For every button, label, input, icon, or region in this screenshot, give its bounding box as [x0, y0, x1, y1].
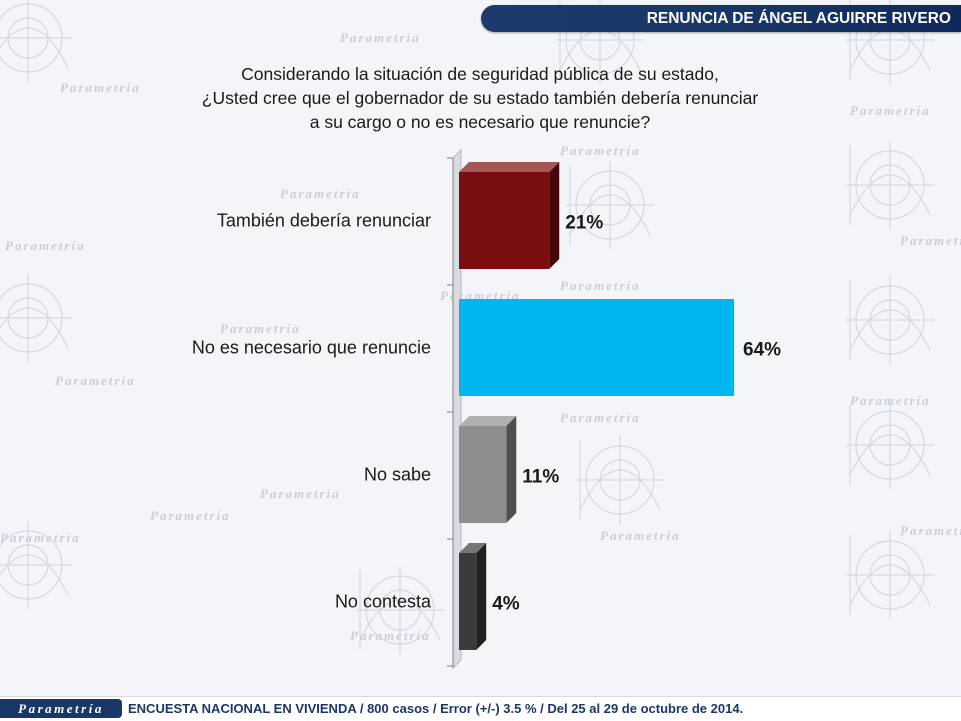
bar — [459, 299, 734, 396]
graph-paper-icon — [846, 401, 934, 489]
data-label: 4% — [492, 594, 520, 615]
bar-group — [459, 299, 734, 396]
watermark-brand-text: Parametría — [560, 278, 641, 293]
watermark-brand-text: Parametría — [55, 373, 136, 388]
graph-paper-icon — [846, 141, 934, 229]
bar-group — [459, 416, 517, 523]
data-label: 21% — [565, 213, 603, 234]
watermark-brand-text: Parametría — [850, 103, 931, 118]
graph-paper-icon — [846, 531, 934, 619]
watermark-brand-text: Parametría — [260, 486, 341, 501]
watermark-brand-text: Parametría — [60, 80, 141, 95]
watermark-brand-text: Parametría — [5, 238, 86, 253]
watermark-brand-text: Parametría — [560, 410, 641, 425]
graph-paper-icon — [0, 0, 72, 82]
watermark-brand-text: Parametría — [850, 393, 931, 408]
bar-group — [459, 543, 487, 650]
watermark-brand-text: Parametría — [560, 143, 641, 158]
question-line: a su cargo o no es necesario que renunci… — [309, 112, 651, 132]
header-banner: RENUNCIA DE ÁNGEL AGUIRRE RIVERO — [481, 5, 961, 32]
bar-group — [459, 162, 560, 269]
category-label: No contesta — [335, 592, 432, 612]
watermark-brand-text: Parametría — [600, 528, 681, 543]
graph-paper-icon — [566, 161, 654, 249]
bar-top — [459, 162, 560, 172]
survey-methodology-note: ENCUESTA NACIONAL EN VIVIENDA / 800 caso… — [128, 701, 744, 716]
watermark-brand-text: Parametría — [280, 186, 361, 201]
category-label: No es necesario que renuncie — [192, 338, 431, 358]
data-label: 64% — [743, 340, 781, 361]
watermark-brand-text: Parametría — [350, 628, 431, 643]
survey-question: Considerando la situación de seguridad p… — [160, 62, 800, 134]
category-label: También debería renunciar — [217, 211, 431, 231]
graph-paper-icon — [846, 276, 934, 364]
watermark-brand-text: Parametría — [900, 233, 961, 248]
watermark-brand-text: Parametría — [340, 30, 421, 45]
watermark-brand-text: Parametría — [150, 508, 231, 523]
bar-side — [476, 543, 487, 650]
bar — [459, 426, 507, 523]
question-line: ¿Usted cree que el gobernador de su esta… — [201, 88, 759, 108]
graph-paper-icon — [0, 274, 72, 362]
page-title: RENUNCIA DE ÁNGEL AGUIRRE RIVERO — [646, 10, 951, 27]
brand-logo: Parametría — [0, 699, 122, 718]
graph-paper-icon — [356, 566, 444, 654]
question-line: Considerando la situación de seguridad p… — [241, 64, 719, 84]
bar — [459, 172, 550, 269]
watermark-brand-text: Parametría — [900, 523, 961, 538]
watermark-brand-text: Parametría — [0, 530, 81, 545]
watermark-brand-text: Parametría — [220, 321, 301, 336]
category-label: No sabe — [364, 465, 431, 485]
bar-top — [459, 416, 517, 426]
graph-paper-icon — [0, 521, 72, 609]
bar-side — [549, 162, 560, 269]
bar-side — [506, 416, 517, 523]
data-label: 11% — [522, 467, 559, 488]
graph-paper-icon — [576, 436, 664, 524]
bar-top — [459, 543, 487, 553]
bar — [459, 553, 477, 650]
footer-bar: Parametría ENCUESTA NACIONAL EN VIVIENDA… — [0, 696, 961, 721]
